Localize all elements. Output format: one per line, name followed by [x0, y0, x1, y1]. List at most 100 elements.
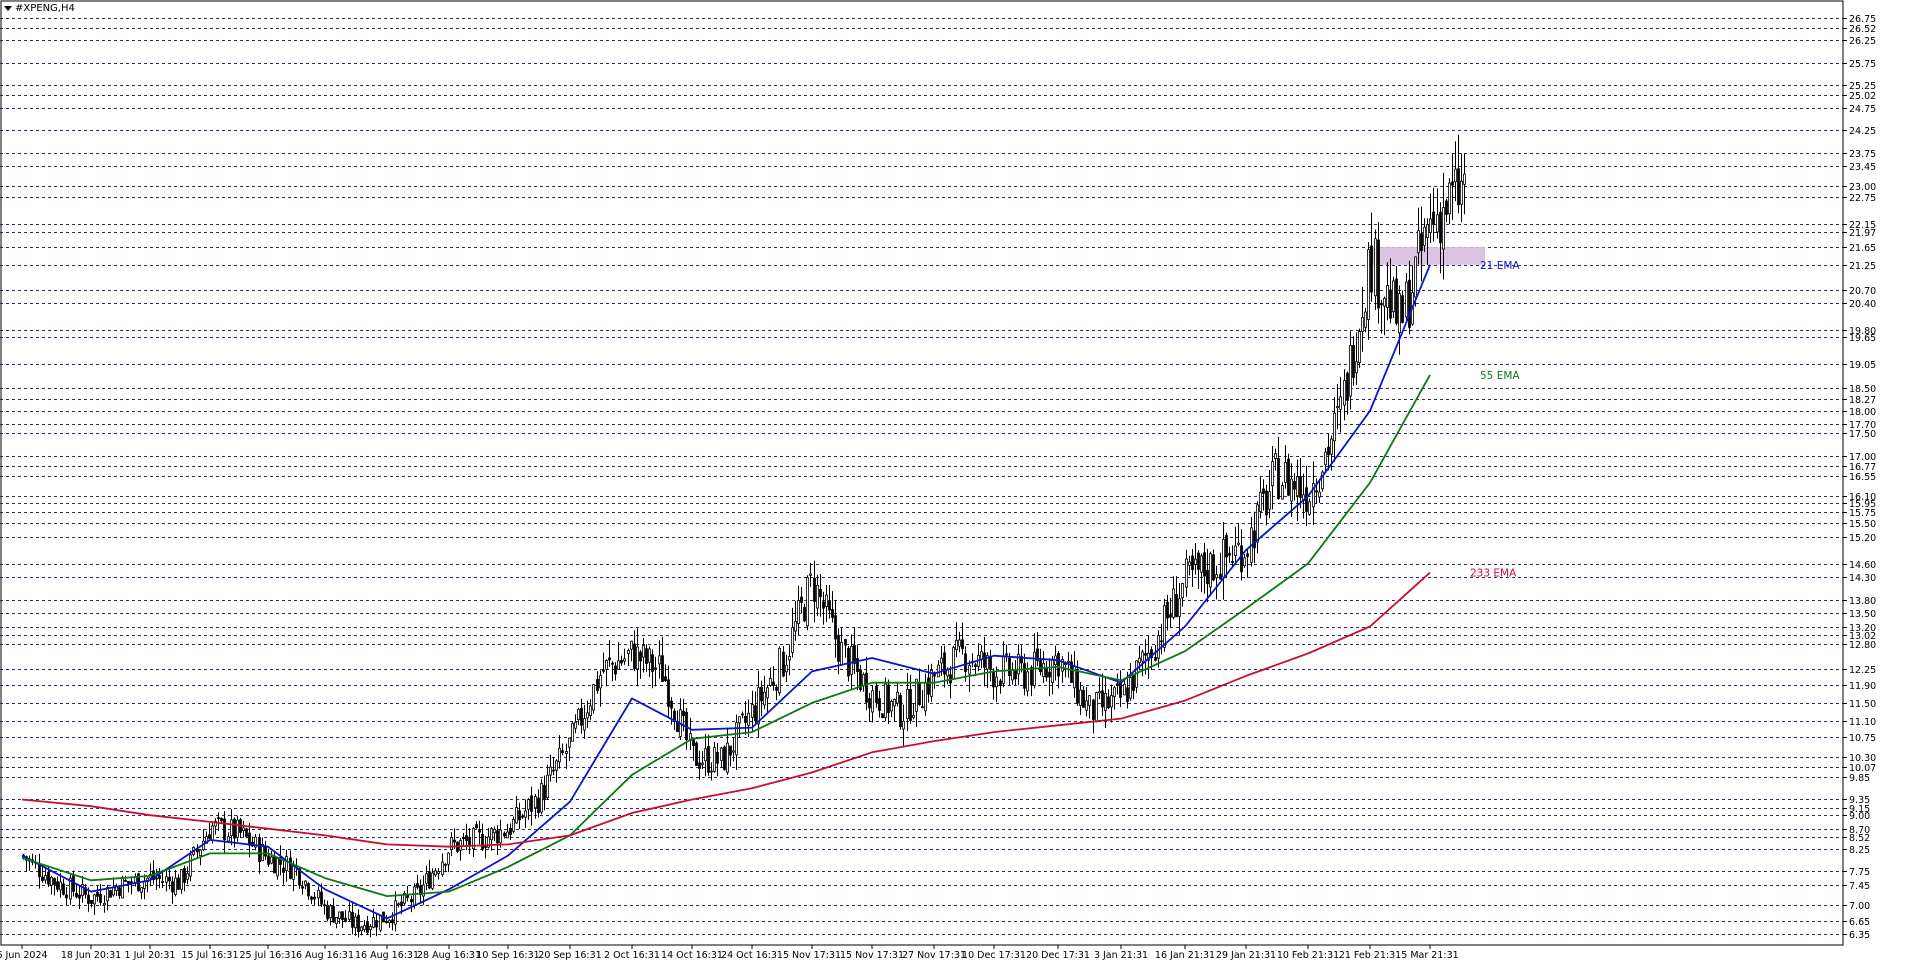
candle-body [1463, 173, 1466, 185]
candle-body [1057, 652, 1060, 677]
candle-body [155, 877, 158, 880]
candle-body [236, 819, 239, 838]
candle-body [1392, 280, 1395, 313]
candle-body [419, 885, 422, 896]
ema-lines: 21 EMA 55 EMA 233 EMA [21, 260, 1520, 920]
candle-body [642, 645, 645, 658]
candle-body [1386, 285, 1389, 308]
candle-body [868, 698, 871, 709]
candle-body [1144, 653, 1147, 656]
candle-body [310, 896, 313, 900]
candle-body [899, 695, 902, 728]
candle-body [227, 836, 230, 842]
date-tick-label: 3 Jan 21:31 [1094, 950, 1148, 961]
candle-body [1215, 574, 1218, 579]
candle-body [81, 884, 84, 897]
candle-body [518, 810, 521, 821]
candle-body [391, 919, 394, 924]
candle-body [735, 722, 738, 756]
candle-body [1439, 211, 1442, 244]
price-tick-label: 8.52 [1849, 833, 1870, 844]
candle-body [1268, 491, 1271, 510]
candle-body [171, 881, 174, 893]
price-tick-label: 17.00 [1849, 452, 1876, 463]
candle-body [1088, 695, 1091, 706]
price-tick-label: 17.50 [1849, 429, 1876, 440]
price-tick-label: 18.50 [1849, 384, 1876, 395]
233-ema-line [21, 571, 1431, 848]
candle-body [983, 652, 986, 668]
candle-body [1460, 180, 1463, 205]
price-tick-label: 9.15 [1849, 804, 1870, 815]
price-tick-label: 23.00 [1849, 182, 1876, 193]
candle-body [958, 639, 961, 647]
candle-body [580, 707, 583, 726]
candle-body [592, 684, 595, 711]
candle-body [828, 600, 831, 611]
candle-body [754, 705, 757, 722]
price-tick-label: 19.65 [1849, 333, 1876, 344]
candle-body [1290, 478, 1293, 502]
candle-body [503, 832, 506, 837]
candle-body [794, 621, 797, 632]
candle-body [568, 737, 571, 748]
candle-body [1092, 699, 1095, 720]
candle-body [834, 615, 837, 640]
candle-body [791, 627, 794, 653]
candle-body [270, 856, 273, 864]
candle-body [220, 818, 223, 822]
candle-body [552, 769, 555, 772]
candle-body [490, 828, 493, 841]
date-tick-label: 10 Sep 16:31 [476, 950, 539, 961]
date-tick-label: 15 Jul 16:31 [182, 950, 239, 961]
price-tick-label: 9.35 [1849, 795, 1870, 806]
candle-body [1070, 661, 1073, 683]
candle-body [1160, 640, 1163, 643]
candle-body [1389, 289, 1392, 319]
candle-body [351, 912, 354, 928]
candle-body [636, 646, 639, 670]
candle-body [955, 639, 958, 651]
candle-body [906, 688, 909, 720]
candle-body [245, 828, 248, 837]
candle-body [1234, 545, 1237, 556]
candle-body [651, 654, 654, 672]
candle-body [620, 660, 623, 664]
candle-body [1203, 552, 1206, 577]
candle-body [995, 676, 998, 688]
collapse-triangle-icon[interactable] [4, 6, 12, 11]
candle-body [1237, 542, 1240, 545]
candle-body [521, 815, 524, 818]
candle-body [329, 905, 332, 919]
candle-body [1104, 693, 1107, 711]
candle-body [1414, 256, 1417, 298]
candle-body [1178, 598, 1181, 617]
candle-body [1333, 412, 1336, 442]
date-tick-label: 29 Jan 21:31 [1216, 950, 1276, 961]
candle-body [38, 864, 41, 878]
candle-body [806, 577, 809, 627]
chart-title: #XPENG,H4 [15, 3, 75, 14]
candle-body [583, 718, 586, 731]
candle-body [1349, 345, 1352, 397]
candle-body [56, 881, 59, 890]
date-tick-label: 24 Oct 16:31 [721, 950, 783, 961]
price-tick-label: 15.50 [1849, 519, 1876, 530]
candle-body [1277, 458, 1280, 500]
candle-body [177, 877, 180, 890]
date-tick-label: 20 Sep 16:31 [538, 950, 601, 961]
date-tick-label: 16 Aug 16:31 [355, 950, 419, 961]
candle-body [1113, 687, 1116, 697]
candle-body [1150, 649, 1153, 659]
candle-body [676, 722, 679, 733]
candle-body [413, 886, 416, 906]
chart-title-bar[interactable]: #XPENG,H4 [4, 3, 75, 14]
candle-body [366, 922, 369, 933]
candle-body [1448, 182, 1451, 215]
candle-body [1287, 458, 1290, 496]
candle-body [1116, 683, 1119, 686]
candle-body [512, 819, 515, 832]
candle-body [1281, 485, 1284, 500]
